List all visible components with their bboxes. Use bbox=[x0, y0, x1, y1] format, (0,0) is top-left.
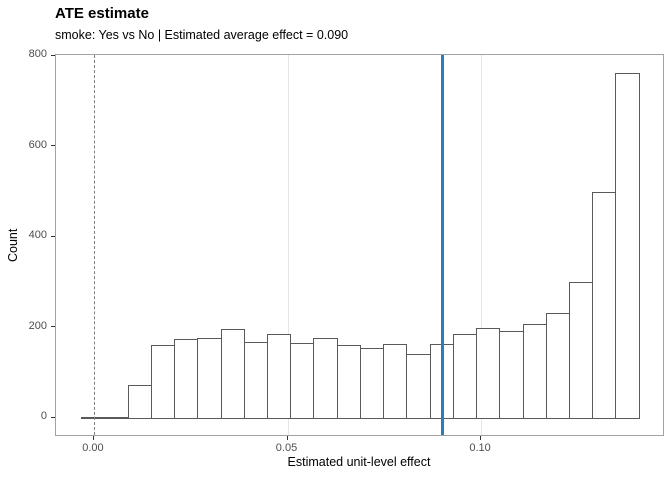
histogram-bar bbox=[197, 338, 222, 419]
y-tick bbox=[51, 326, 55, 327]
y-tick-label: 800 bbox=[28, 48, 47, 60]
y-axis-title: Count bbox=[6, 228, 20, 262]
histogram-bar bbox=[523, 324, 547, 419]
y-tick bbox=[51, 417, 55, 418]
histogram-bar bbox=[128, 385, 152, 419]
histogram-bar bbox=[546, 313, 570, 419]
y-tick-label: 0 bbox=[40, 410, 47, 422]
histogram-bar bbox=[360, 348, 384, 419]
x-tick bbox=[480, 436, 481, 440]
y-tick bbox=[51, 236, 55, 237]
x-tick bbox=[287, 436, 288, 440]
histogram-bar bbox=[104, 417, 129, 419]
histogram-bar bbox=[499, 331, 524, 419]
x-tick-label: 0.00 bbox=[82, 442, 104, 454]
x-tick bbox=[93, 436, 94, 440]
histogram-bar bbox=[569, 282, 593, 419]
histogram-bar bbox=[592, 192, 616, 419]
histogram-bar bbox=[174, 339, 198, 419]
y-tick-label: 400 bbox=[28, 229, 47, 241]
histogram-bar bbox=[244, 342, 268, 419]
plot-panel bbox=[55, 54, 664, 436]
histogram-bar bbox=[151, 345, 175, 419]
x-axis-title: Estimated unit-level effect bbox=[287, 455, 431, 469]
v-gridline bbox=[481, 55, 482, 435]
histogram-bar bbox=[453, 334, 477, 419]
histogram-bar bbox=[221, 329, 245, 419]
histogram-bar bbox=[290, 343, 314, 419]
histogram-bar bbox=[476, 328, 500, 419]
chart-subtitle: smoke: Yes vs No | Estimated average eff… bbox=[55, 28, 349, 42]
histogram-bar bbox=[267, 334, 291, 419]
y-tick-label: 200 bbox=[28, 320, 47, 332]
x-tick-label: 0.05 bbox=[275, 442, 298, 454]
histogram-bar bbox=[615, 73, 640, 419]
histogram-bar bbox=[406, 354, 431, 419]
histogram-bar bbox=[383, 344, 407, 419]
chart-title: ATE estimate bbox=[55, 5, 149, 22]
y-tick-label: 600 bbox=[28, 139, 47, 151]
histogram-bar bbox=[81, 417, 105, 419]
ate-line bbox=[441, 55, 444, 435]
histogram-bar bbox=[337, 345, 361, 419]
y-tick bbox=[51, 145, 55, 146]
zero-line bbox=[94, 55, 95, 435]
v-gridline bbox=[288, 55, 289, 435]
y-tick bbox=[51, 55, 55, 56]
x-tick-label: 0.10 bbox=[469, 442, 491, 454]
histogram-bar bbox=[313, 338, 338, 419]
